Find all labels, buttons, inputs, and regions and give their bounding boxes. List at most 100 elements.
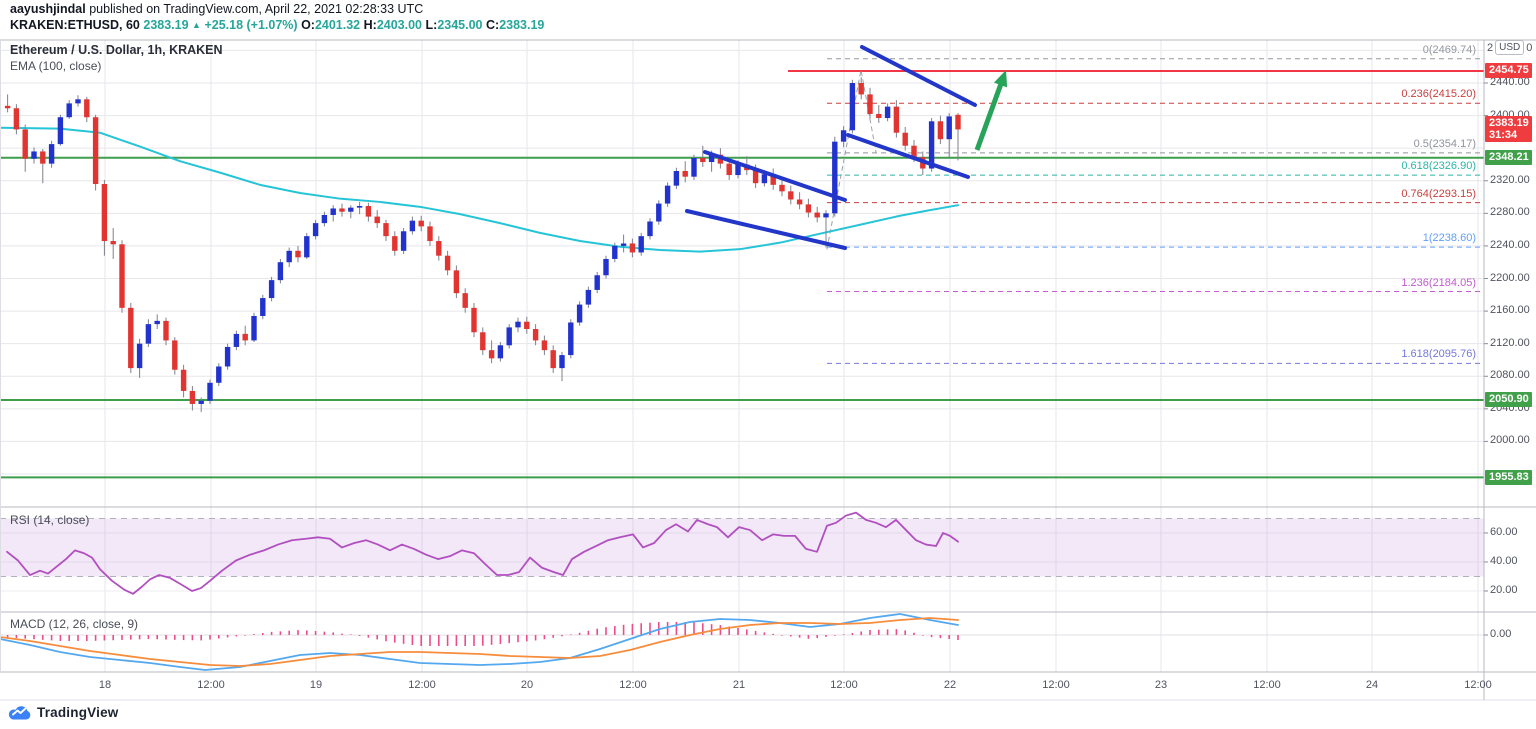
candle-body [700, 157, 706, 163]
price-change: +25.18 (+1.07%) [204, 18, 298, 32]
candle-body [242, 333, 248, 341]
currency-toggle-button[interactable]: USD [1495, 40, 1525, 55]
low-value: 2345.00 [437, 18, 483, 32]
candle-body [849, 83, 856, 131]
price-axis-label: 2348.21 [1485, 150, 1532, 166]
chart-title[interactable]: Ethereum / U.S. Dollar, 1h, KRAKEN [10, 43, 223, 57]
candle-body [541, 340, 548, 351]
candle-body [444, 255, 451, 271]
breakout-arrow-head [993, 70, 1008, 88]
fib-level-label: 0.764(2293.15) [1401, 187, 1476, 200]
candle-body [726, 163, 732, 176]
fib-level-label: 1(2238.60) [1422, 232, 1476, 245]
time-tick-label: 12:00 [1464, 679, 1492, 691]
candle-body [251, 315, 257, 341]
candle-body [31, 151, 37, 159]
macd-legend[interactable]: MACD (12, 26, close, 9) [10, 617, 139, 631]
candle-body [752, 170, 759, 184]
price-axis-label: 2454.75 [1485, 63, 1532, 79]
candle-body [312, 223, 319, 237]
price-tick-label: 2120.00 [1490, 336, 1530, 349]
candlestick-series [4, 77, 961, 413]
time-tick-label: 22 [943, 679, 957, 691]
candle-body [796, 199, 803, 205]
candle-body [295, 250, 301, 258]
candle-body [647, 221, 653, 237]
candle-body [136, 343, 143, 369]
candle-body [559, 355, 565, 369]
candle-body [708, 154, 715, 163]
breakout-arrow [974, 80, 1005, 151]
candle-body [75, 99, 81, 104]
candle-body [198, 400, 204, 404]
time-tick-label: 18 [98, 679, 112, 691]
rsi-tick-label: 40.00 [1490, 554, 1518, 567]
candle-body [216, 366, 222, 383]
tradingview-attribution[interactable]: TradingView [8, 704, 118, 721]
author-name: aayushjindal [10, 2, 86, 16]
candle-body [427, 226, 433, 242]
candle-body [4, 105, 11, 109]
bar-countdown: 31:34 [1489, 129, 1518, 142]
price-axis-label-value: 2454.75 [1489, 64, 1529, 77]
candle-body [356, 206, 363, 208]
candle-body [840, 130, 847, 142]
candle-body [365, 206, 372, 217]
time-tick-label: 20 [520, 679, 534, 691]
candle-body [163, 320, 169, 341]
ema-legend[interactable]: EMA (100, close) [10, 59, 102, 73]
candle-body [524, 321, 530, 330]
candle-body [260, 298, 266, 316]
up-arrow-icon: ▲ [192, 20, 201, 30]
candle-body [400, 231, 407, 251]
time-tick-label: 12:00 [197, 679, 225, 691]
candle-body [321, 214, 328, 224]
fib-level-label: 0.236(2415.20) [1401, 88, 1476, 101]
candle-body [594, 275, 600, 290]
tradingview-wordmark: TradingView [37, 705, 119, 720]
candle-body [682, 170, 688, 177]
close-value: 2383.19 [499, 18, 545, 32]
fib-level-label: 0.618(2326.90) [1401, 160, 1476, 173]
time-tick-label: 19 [309, 679, 323, 691]
candle-body [471, 307, 477, 333]
candle-body [788, 191, 794, 200]
candle-body [154, 320, 160, 325]
candle-body [568, 322, 574, 356]
candle-body [612, 245, 618, 259]
price-axis-top: 2 USD 0 [1487, 40, 1533, 55]
candle-body [506, 327, 512, 346]
candle-body [638, 236, 644, 253]
candle-body [770, 174, 776, 185]
trend-channel-line [846, 133, 970, 179]
candle-body [348, 207, 354, 212]
macd-line [0, 613, 959, 671]
rsi-tick-label: 60.00 [1490, 525, 1518, 538]
rsi-legend[interactable]: RSI (14, close) [10, 513, 90, 527]
candle-body [224, 346, 231, 367]
price-tick-label: 2080.00 [1490, 369, 1530, 382]
candle-body [128, 307, 134, 369]
candle-body [884, 106, 891, 119]
time-tick-label: 21 [732, 679, 746, 691]
candle-body [462, 293, 468, 308]
fib-level-label: 0(2469.74) [1422, 43, 1476, 56]
fib-level-label: 1.236(2184.05) [1401, 276, 1476, 289]
candle-body [515, 321, 521, 328]
fib-level-label: 0.5(2354.17) [1413, 137, 1476, 150]
candle-body [110, 241, 116, 245]
candle-body [823, 213, 829, 218]
candle-body [48, 144, 55, 164]
rsi-tick-label: 20.00 [1490, 583, 1518, 596]
macd-signal-line [0, 617, 959, 667]
candle-body [453, 270, 460, 294]
symbol-name: KRAKEN:ETHUSD, 60 [10, 18, 140, 32]
trend-channel-line [703, 150, 847, 202]
time-tick-label: 12:00 [1253, 679, 1281, 691]
candle-body [180, 369, 187, 391]
candle-body [832, 141, 838, 214]
candle-body [339, 208, 345, 212]
candle-body [691, 157, 697, 177]
